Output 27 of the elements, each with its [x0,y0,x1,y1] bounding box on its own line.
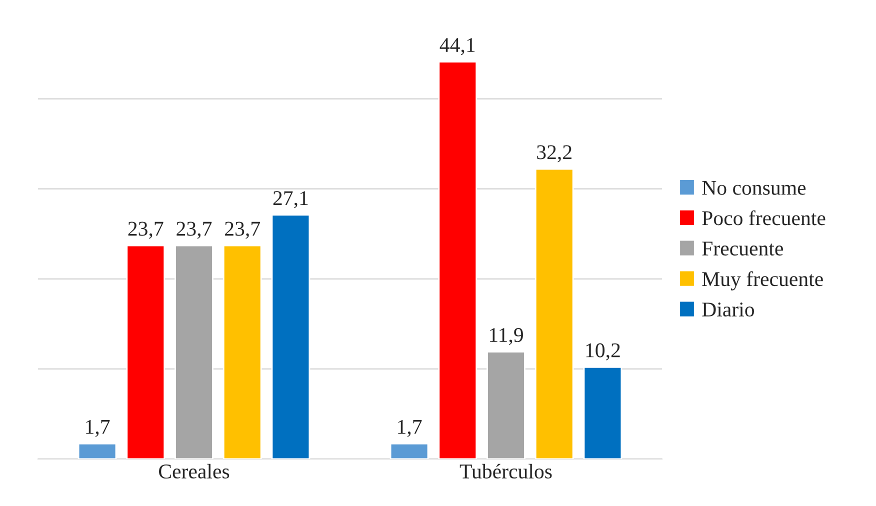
data-label: 23,7 [176,222,212,239]
data-label: 1,7 [398,420,422,437]
x-tick-label: Tubérculos [460,464,552,479]
legend-label: Frecuente [702,242,783,256]
bar [486,351,526,459]
bar [78,442,117,459]
bar [126,244,166,459]
data-label: 23,7 [225,222,260,239]
legend-label: No consume [702,181,806,195]
bar [438,61,478,459]
data-label: 23,7 [128,222,164,239]
data-label: 1,7 [86,420,110,437]
bar [534,168,574,459]
bar [390,442,429,459]
bar [583,366,622,459]
bar [222,244,262,459]
x-tick-label: Cereales [158,464,230,479]
legend-label: Diario [702,302,754,317]
data-label: 44,1 [440,38,475,56]
data-label: 32,2 [537,145,572,162]
bar [174,244,214,459]
data-label: 10,2 [586,343,620,360]
bar [271,214,310,459]
data-label: 27,1 [273,191,308,208]
data-label: 11,9 [490,328,523,346]
legend-label: Poco frecuente [702,210,826,226]
legend-label: Muy frecuente [702,271,823,290]
